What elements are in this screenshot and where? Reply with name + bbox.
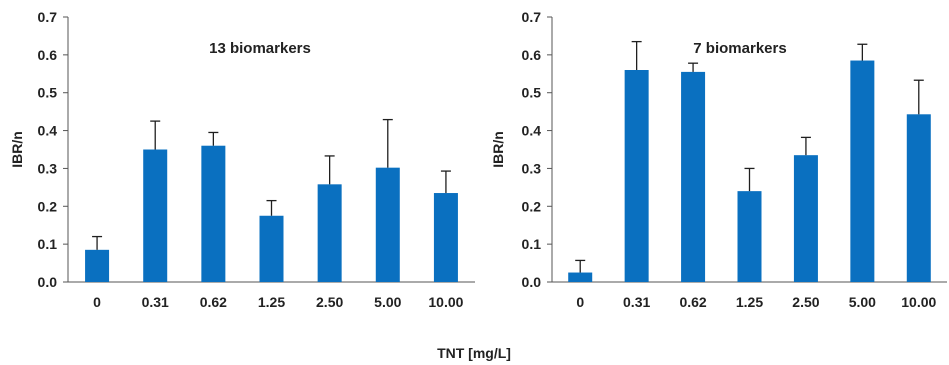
y-tick-label: 0.4: [38, 123, 58, 139]
y-axis-title: IBR/n: [490, 131, 506, 168]
bar: [906, 114, 931, 283]
y-tick-label: 0.1: [38, 236, 58, 252]
chart-title: 7 biomarkers: [693, 40, 786, 57]
x-tick-label: 0.31: [623, 294, 650, 310]
x-tick-label: 1.25: [736, 294, 763, 310]
y-tick-label: 0.3: [38, 160, 58, 176]
chart-panel-13-biomarkers: 0.0 0.1 0.2 0.3 0.4 0.5 0.6 0.7 0 0.31 0.62 1.25 2.5…: [9, 9, 475, 310]
y-tick-label: 0.0: [38, 274, 58, 290]
x-tick-label: 5.00: [374, 294, 401, 310]
x-tick-label: 0: [576, 294, 584, 310]
y-tick-label: 0.4: [522, 123, 542, 139]
y-tick-label: 0.1: [522, 236, 542, 252]
bar: [201, 145, 226, 282]
bar: [737, 191, 762, 282]
y-tick-label: 0.5: [38, 85, 58, 101]
y-tick-label: 0.5: [522, 85, 542, 101]
bar: [375, 167, 400, 282]
y-tick-label: 0.0: [522, 274, 542, 290]
y-tick-label: 0.6: [38, 47, 58, 63]
bar: [85, 249, 110, 282]
x-tick-label: 10.00: [428, 294, 463, 310]
y-tick-label: 0.2: [38, 198, 58, 214]
y-tick-label: 0.7: [38, 9, 58, 25]
bar: [317, 184, 342, 282]
shared-x-axis-title: TNT [mg/L]: [437, 345, 511, 361]
y-tick-label: 0.7: [522, 9, 542, 25]
y-tick-label: 0.3: [522, 160, 542, 176]
chart-panel-7-biomarkers: 0.0 0.1 0.2 0.3 0.4 0.5 0.6 0.7 0 0.31 0.62 1.25 2.5…: [490, 9, 947, 310]
bar: [259, 215, 284, 282]
bar: [793, 155, 818, 282]
chart-title: 13 biomarkers: [209, 40, 311, 57]
bar: [624, 70, 649, 282]
x-tick-label: 0.31: [142, 294, 169, 310]
x-tick-label: 10.00: [901, 294, 936, 310]
bar: [143, 149, 168, 282]
y-axis-title: IBR/n: [9, 131, 25, 168]
y-tick-label: 0.2: [522, 198, 542, 214]
x-tick-label: 5.00: [849, 294, 876, 310]
x-tick-label: 0.62: [200, 294, 227, 310]
x-tick-label: 0.62: [679, 294, 706, 310]
x-tick-label: 2.50: [316, 294, 343, 310]
bar: [850, 60, 875, 283]
x-tick-label: 0: [93, 294, 101, 310]
x-tick-label: 1.25: [258, 294, 285, 310]
bar: [681, 71, 706, 283]
bar: [568, 272, 593, 282]
bar: [433, 193, 458, 282]
y-tick-label: 0.6: [522, 47, 542, 63]
x-tick-label: 2.50: [792, 294, 819, 310]
